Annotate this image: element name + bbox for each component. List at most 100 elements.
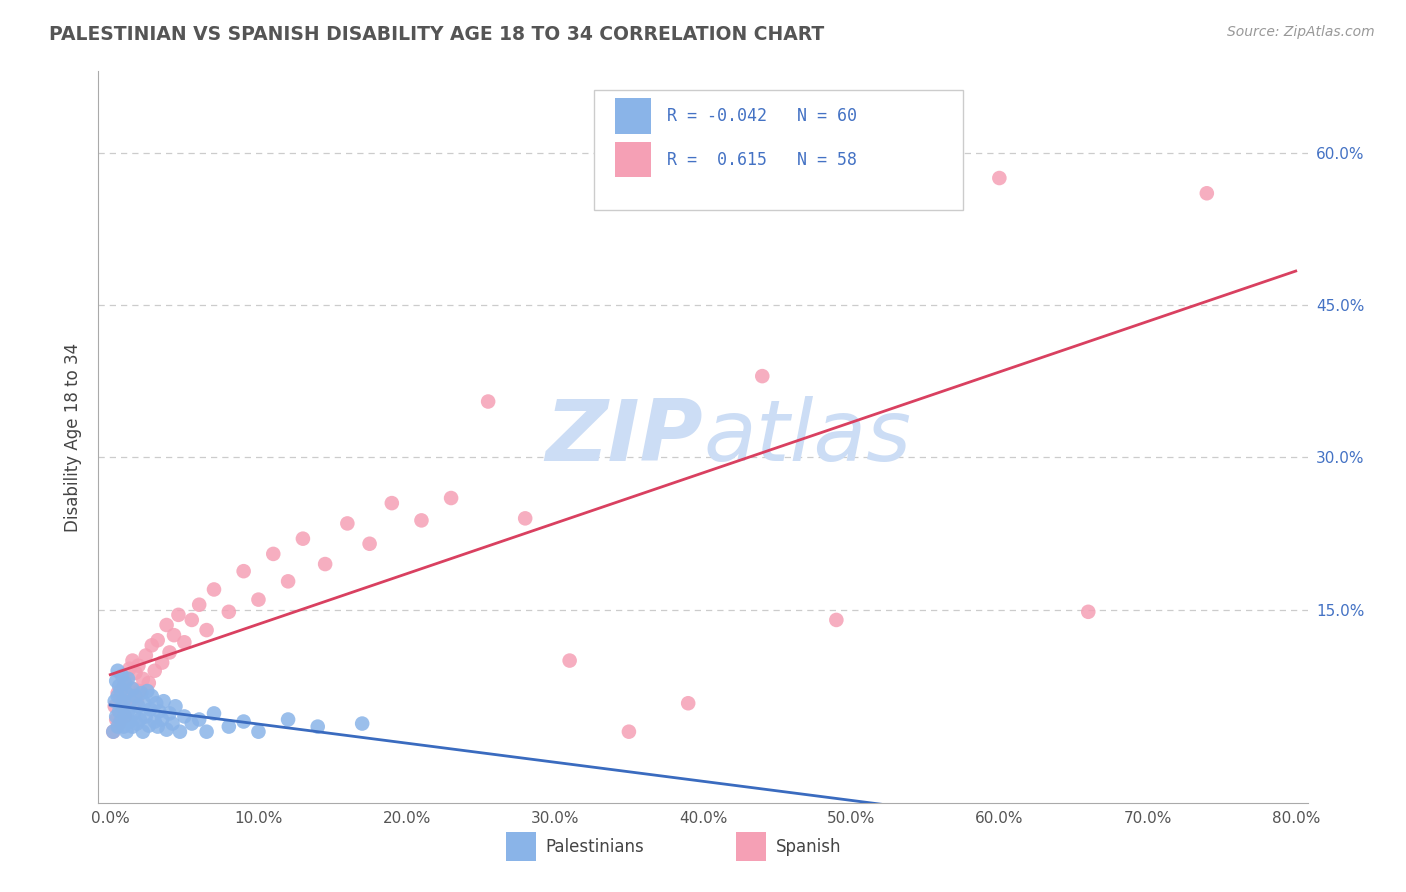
Point [120, 689, 142, 703]
Point [112, 679, 135, 693]
Point [115, 673, 138, 688]
Point [202, 582, 225, 597]
Point [107, 686, 129, 700]
Point [218, 720, 240, 734]
Point [131, 686, 153, 700]
Point [124, 665, 146, 680]
Point [146, 720, 169, 734]
Point [138, 718, 160, 732]
Point [411, 513, 433, 527]
Point [751, 369, 773, 384]
Point [111, 669, 134, 683]
Point [988, 171, 1011, 186]
Point [127, 658, 149, 673]
Point [188, 713, 211, 727]
Point [108, 705, 131, 719]
Point [127, 699, 149, 714]
Text: ZIP: ZIP [546, 395, 703, 479]
Point [107, 664, 129, 678]
Point [146, 633, 169, 648]
Point [162, 716, 184, 731]
Text: Spanish: Spanish [776, 838, 841, 855]
Point [125, 716, 148, 731]
Point [114, 676, 136, 690]
Bar [506, 832, 536, 862]
Point [262, 547, 284, 561]
Point [108, 716, 131, 731]
Bar [614, 98, 651, 134]
Point [107, 689, 129, 703]
Text: R =  0.615   N = 58: R = 0.615 N = 58 [666, 151, 856, 169]
Point [132, 724, 155, 739]
Point [148, 705, 170, 719]
Point [195, 724, 218, 739]
Point [112, 720, 135, 734]
Point [105, 713, 128, 727]
Point [1195, 186, 1218, 201]
Point [143, 664, 166, 678]
Point [114, 709, 136, 723]
Point [440, 491, 463, 505]
Point [167, 607, 190, 622]
Point [152, 694, 174, 708]
Point [122, 681, 145, 696]
Point [163, 628, 186, 642]
Point [117, 705, 139, 719]
Point [232, 714, 254, 729]
Point [307, 720, 329, 734]
Point [359, 537, 381, 551]
Point [155, 618, 177, 632]
Point [159, 645, 181, 659]
Text: R = -0.042   N = 60: R = -0.042 N = 60 [666, 107, 856, 125]
Point [114, 709, 136, 723]
Point [124, 689, 146, 703]
Point [125, 694, 148, 708]
Point [136, 684, 159, 698]
Point [173, 635, 195, 649]
Point [188, 598, 211, 612]
Point [107, 720, 129, 734]
Point [515, 511, 537, 525]
Point [138, 676, 160, 690]
Bar [614, 143, 651, 178]
Point [134, 696, 156, 710]
Point [115, 686, 138, 700]
Point [314, 557, 336, 571]
Point [202, 706, 225, 721]
Point [115, 724, 138, 739]
Point [110, 714, 132, 729]
Point [110, 684, 132, 698]
Point [1077, 605, 1099, 619]
Text: PALESTINIAN VS SPANISH DISABILITY AGE 18 TO 34 CORRELATION CHART: PALESTINIAN VS SPANISH DISABILITY AGE 18… [49, 25, 824, 44]
Point [139, 702, 162, 716]
Bar [735, 832, 766, 862]
Point [132, 672, 155, 686]
Point [104, 694, 127, 708]
Point [676, 696, 699, 710]
Point [117, 696, 139, 710]
Text: Source: ZipAtlas.com: Source: ZipAtlas.com [1227, 25, 1375, 39]
Point [617, 724, 640, 739]
Point [159, 706, 181, 721]
Point [118, 714, 141, 729]
Point [145, 696, 167, 710]
Point [121, 654, 143, 668]
Point [105, 709, 128, 723]
Point [150, 713, 173, 727]
Point [558, 654, 581, 668]
Point [336, 516, 359, 531]
Point [900, 181, 922, 195]
Point [381, 496, 404, 510]
Point [112, 694, 135, 708]
Point [232, 564, 254, 578]
Point [111, 705, 134, 719]
Point [352, 716, 374, 731]
Point [169, 724, 191, 739]
Point [277, 574, 299, 589]
Point [291, 532, 314, 546]
Point [129, 713, 152, 727]
Point [103, 724, 125, 739]
Point [103, 724, 125, 739]
Point [108, 679, 131, 693]
Text: atlas: atlas [703, 395, 911, 479]
